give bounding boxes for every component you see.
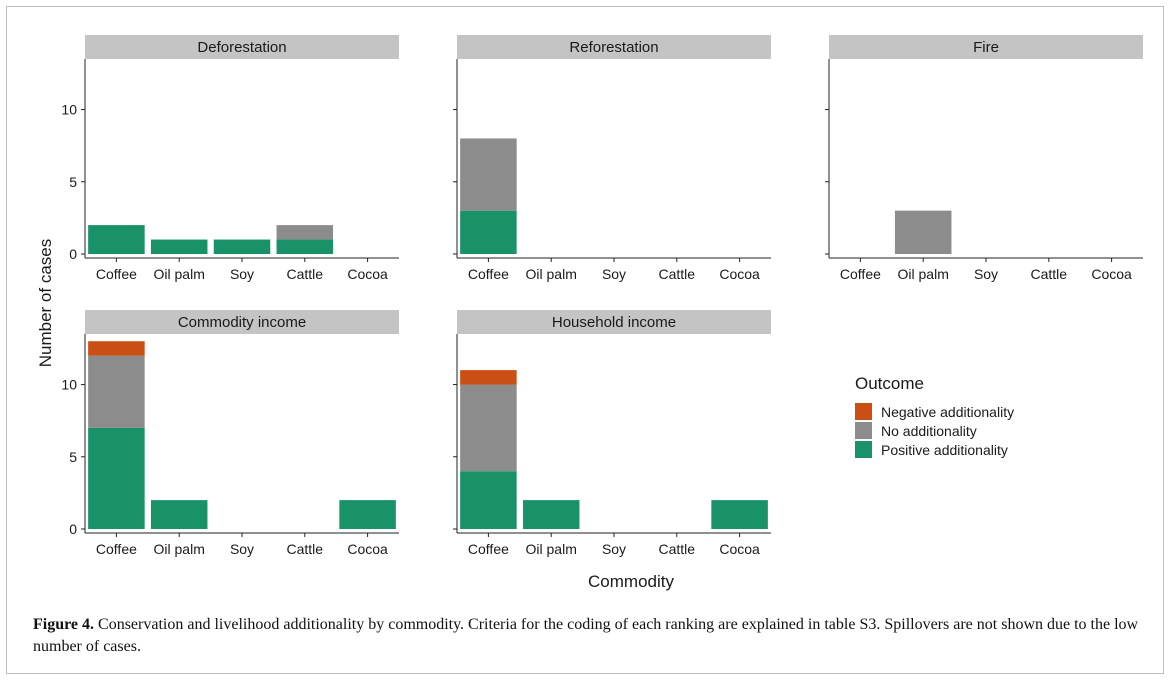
bar-household-income-coffee-no-additionality: [460, 384, 517, 472]
facet-title-household-income: Household income: [552, 314, 676, 331]
caption-text: Conservation and livelihood additionalit…: [33, 616, 1139, 655]
x-tick-label-fire-coffee: Coffee: [840, 266, 881, 282]
bar-reforestation-coffee-positive-additionality: [460, 210, 517, 254]
caption-label: Figure 4.: [33, 616, 95, 633]
faceted-bar-chart: Deforestation 0 5 10 Coffee Oil palm Soy Cattle…: [36, 35, 1143, 591]
x-axis-title: Commodity: [588, 572, 674, 591]
x-tick-label-commodity-income-oil-palm: Oil palm: [154, 541, 205, 557]
facet-strip-deforestation: [85, 35, 399, 59]
facet-title-commodity-income: Commodity income: [178, 314, 306, 331]
x-tick-label-fire-soy: Soy: [974, 266, 998, 282]
x-tick-label-deforestation-cocoa: Cocoa: [347, 266, 388, 282]
x-tick-label-reforestation-cocoa: Cocoa: [719, 266, 760, 282]
x-tick-label-household-income-cattle: Cattle: [659, 541, 696, 557]
x-tick-label-commodity-income-cocoa: Cocoa: [347, 541, 388, 557]
legend-label-no-additionality: No additionality: [881, 423, 977, 439]
x-tick-label-deforestation-soy: Soy: [230, 266, 254, 282]
x-tick-label-commodity-income-coffee: Coffee: [96, 541, 137, 557]
x-tick-label-fire-oil-palm: Oil palm: [898, 266, 949, 282]
bar-household-income-cocoa-positive-additionality: [711, 500, 768, 529]
x-tick-label-household-income-oil-palm: Oil palm: [526, 541, 577, 557]
y-tick-label-commodity-income-10: 10: [61, 377, 77, 393]
bar-commodity-income-coffee-no-additionality: [88, 355, 145, 428]
x-tick-label-household-income-cocoa: Cocoa: [719, 541, 760, 557]
legend-title: Outcome: [855, 374, 924, 393]
bar-deforestation-cattle-positive-additionality: [276, 239, 334, 254]
bar-commodity-income-oil-palm-positive-additionality: [150, 500, 208, 529]
bar-deforestation-soy-positive-additionality: [213, 239, 271, 254]
x-tick-label-reforestation-coffee: Coffee: [468, 266, 509, 282]
y-axis-title: Number of cases: [36, 239, 55, 368]
bar-commodity-income-coffee-positive-additionality: [88, 427, 145, 529]
facet-strip-commodity-income: [85, 310, 399, 334]
facet-strip-reforestation: [457, 35, 771, 59]
x-tick-label-commodity-income-soy: Soy: [230, 541, 254, 557]
bar-fire-oil-palm-no-additionality: [894, 210, 952, 254]
bar-deforestation-cattle-no-additionality: [276, 225, 334, 240]
y-tick-label-deforestation-5: 5: [69, 174, 77, 190]
bar-commodity-income-cocoa-positive-additionality: [339, 500, 396, 529]
x-tick-label-deforestation-oil-palm: Oil palm: [154, 266, 205, 282]
x-tick-label-deforestation-cattle: Cattle: [287, 266, 324, 282]
x-tick-label-fire-cattle: Cattle: [1031, 266, 1068, 282]
bar-reforestation-coffee-no-additionality: [460, 138, 517, 211]
bar-household-income-oil-palm-positive-additionality: [522, 500, 580, 529]
x-tick-label-reforestation-cattle: Cattle: [659, 266, 696, 282]
x-tick-label-reforestation-oil-palm: Oil palm: [526, 266, 577, 282]
y-tick-label-commodity-income-5: 5: [69, 449, 77, 465]
bar-deforestation-oil-palm-positive-additionality: [150, 239, 208, 254]
facet-title-reforestation: Reforestation: [569, 39, 658, 56]
x-tick-label-fire-cocoa: Cocoa: [1091, 266, 1132, 282]
legend-label-positive-additionality: Positive additionality: [881, 442, 1008, 458]
figure-frame: Deforestation 0 5 10 Coffee Oil palm Soy Cattle…: [6, 6, 1164, 674]
legend-swatch-no-additionality: [855, 422, 872, 439]
x-tick-label-commodity-income-cattle: Cattle: [287, 541, 324, 557]
facet-title-deforestation: Deforestation: [197, 39, 286, 56]
x-tick-label-reforestation-soy: Soy: [602, 266, 626, 282]
facet-title-fire: Fire: [973, 39, 999, 56]
bar-deforestation-coffee-positive-additionality: [88, 225, 145, 254]
legend-label-negative-additionality: Negative additionality: [881, 404, 1014, 420]
bar-commodity-income-coffee-negative-additionality: [88, 341, 145, 356]
y-tick-label-deforestation-0: 0: [69, 246, 77, 262]
legend-swatch-positive-additionality: [855, 441, 872, 458]
bar-household-income-coffee-negative-additionality: [460, 370, 517, 385]
y-tick-label-deforestation-10: 10: [61, 102, 77, 118]
x-tick-label-deforestation-coffee: Coffee: [96, 266, 137, 282]
legend-swatch-negative-additionality: [855, 403, 872, 420]
x-tick-label-household-income-coffee: Coffee: [468, 541, 509, 557]
y-tick-label-commodity-income-0: 0: [69, 521, 77, 537]
bar-household-income-coffee-positive-additionality: [460, 471, 517, 529]
facet-strip-fire: [829, 35, 1143, 59]
facet-strip-household-income: [457, 310, 771, 334]
x-tick-label-household-income-soy: Soy: [602, 541, 626, 557]
figure-caption: Figure 4. Conservation and livelihood ad…: [33, 614, 1153, 658]
